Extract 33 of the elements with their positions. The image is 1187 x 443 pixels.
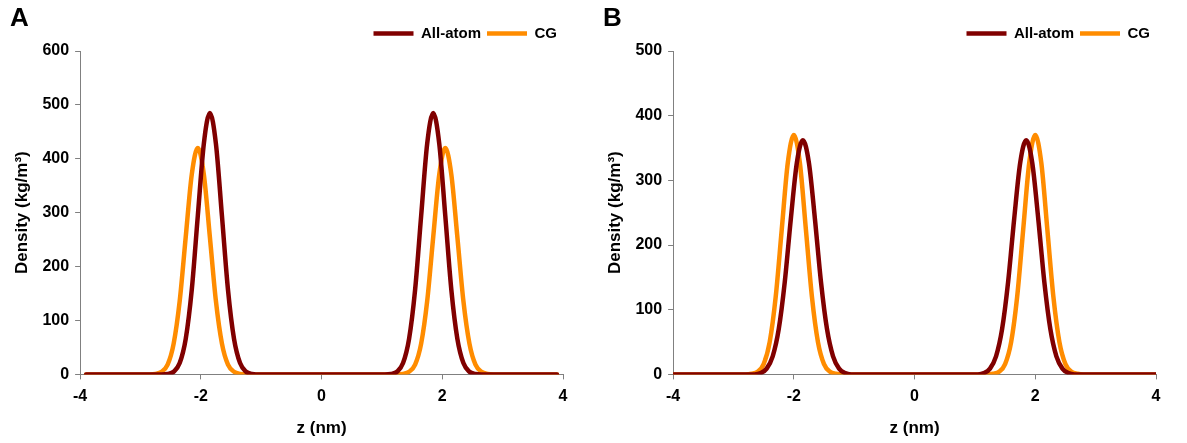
- y-tick-label: 200: [42, 257, 70, 275]
- y-axis-title: Density (kg/m³): [11, 151, 31, 275]
- x-tick-label: 0: [317, 387, 327, 405]
- x-tick-label: 4: [558, 387, 568, 405]
- y-tick-label: 400: [42, 149, 70, 167]
- legend-label: All-atom: [1014, 23, 1074, 41]
- x-axis-title: z (nm): [889, 418, 940, 438]
- legend-label: CG: [534, 23, 557, 41]
- x-tick-label: 2: [1030, 387, 1040, 405]
- x-tick-label: -4: [665, 387, 681, 405]
- x-tick-label: -2: [193, 387, 209, 405]
- y-tick-label: 300: [635, 170, 663, 188]
- text: B: [603, 2, 622, 33]
- y-tick-label: 200: [635, 235, 663, 253]
- x-tick-label: -4: [72, 387, 88, 405]
- x-tick-label: 2: [437, 387, 447, 405]
- y-tick-label: 0: [653, 364, 663, 382]
- y-axis-title: Density (kg/m³): [604, 151, 624, 275]
- y-tick-label: 0: [60, 364, 70, 382]
- y-tick-label: 100: [635, 300, 663, 318]
- y-tick-label: 600: [42, 41, 70, 59]
- x-tick-label: 4: [1151, 387, 1161, 405]
- y-tick-label: 300: [42, 203, 70, 221]
- y-tick-label: 400: [635, 106, 663, 124]
- y-tick-label: 100: [42, 310, 70, 328]
- text: A: [10, 2, 29, 33]
- y-tick-label: 500: [635, 41, 663, 59]
- x-tick-label: 0: [910, 387, 920, 405]
- legend-label: CG: [1127, 23, 1150, 41]
- x-axis-title: z (nm): [296, 418, 347, 438]
- x-tick-label: -2: [786, 387, 802, 405]
- y-tick-label: 500: [42, 95, 70, 113]
- legend-label: All-atom: [421, 23, 481, 41]
